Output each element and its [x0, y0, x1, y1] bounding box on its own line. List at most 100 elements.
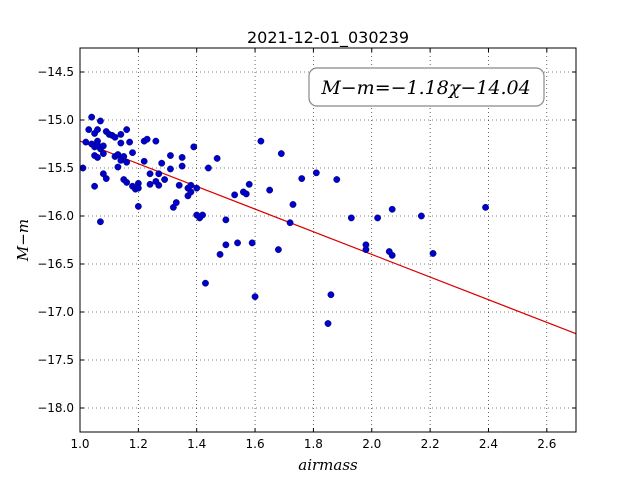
- data-point: [289, 201, 297, 208]
- data-point: [222, 241, 230, 249]
- y-tick-label: −15.0: [37, 113, 74, 127]
- y-tick-label: −14.5: [37, 65, 74, 79]
- x-tick-label: 1.8: [304, 437, 323, 451]
- data-point: [274, 246, 282, 254]
- data-point: [111, 133, 119, 141]
- chart-title: 2021-12-01_030239: [247, 28, 409, 48]
- y-axis-label: M−m: [14, 219, 32, 262]
- data-point: [234, 239, 241, 247]
- y-tick-label: −17.0: [37, 305, 74, 319]
- x-tick-label: 2.0: [362, 437, 381, 451]
- grid: [79, 48, 576, 432]
- y-tick-label: −17.5: [37, 353, 74, 367]
- data-point: [187, 188, 195, 196]
- data-point: [99, 150, 107, 158]
- data-point: [123, 158, 131, 166]
- fit-equation: M−m=−1.18χ−14.04: [320, 77, 530, 99]
- data-point: [155, 170, 163, 178]
- data-point: [298, 175, 306, 182]
- x-tick-label: 1.6: [246, 437, 265, 451]
- data-point: [91, 182, 98, 190]
- x-tick-label: 1.4: [187, 437, 206, 451]
- data-point: [202, 279, 209, 287]
- fit-line: [79, 140, 577, 335]
- data-point: [117, 139, 125, 147]
- x-tick-label: 2.2: [421, 437, 440, 451]
- data-point: [213, 154, 221, 162]
- data-point: [327, 291, 335, 299]
- data-point: [94, 154, 101, 161]
- data-point: [388, 205, 396, 213]
- data-point: [347, 214, 355, 222]
- data-point: [178, 154, 186, 161]
- data-point: [123, 178, 131, 186]
- data-point: [140, 157, 148, 165]
- data-point: [266, 186, 274, 194]
- data-point: [333, 176, 341, 183]
- data-point: [388, 251, 396, 259]
- data-point: [187, 181, 195, 189]
- data-point: [193, 184, 201, 192]
- data-point: [204, 164, 212, 172]
- fit-annotation: M−m=−1.18χ−14.04: [308, 67, 545, 107]
- data-point: [146, 170, 154, 178]
- data-point: [417, 212, 425, 220]
- fit-line-group: [79, 140, 577, 335]
- data-point: [199, 211, 206, 219]
- data-point: [178, 162, 186, 170]
- data-point: [175, 181, 183, 189]
- data-points: [79, 113, 489, 327]
- data-point: [117, 130, 125, 138]
- data-point: [190, 143, 198, 151]
- data-point: [88, 113, 96, 121]
- data-point: [146, 180, 154, 188]
- data-point: [97, 117, 104, 125]
- data-point: [242, 190, 250, 198]
- data-point: [231, 191, 239, 199]
- data-point: [94, 126, 101, 134]
- y-tick-label: −16.0: [37, 209, 74, 223]
- data-point: [222, 216, 230, 224]
- data-point: [245, 180, 253, 188]
- data-point: [167, 152, 174, 159]
- x-tick-label: 2.6: [537, 437, 556, 451]
- data-point: [82, 138, 90, 146]
- data-point: [167, 165, 174, 173]
- data-point: [251, 293, 259, 301]
- data-point: [102, 175, 110, 182]
- data-point: [99, 142, 107, 150]
- data-point: [324, 320, 332, 327]
- x-tick-label: 1.2: [129, 437, 148, 451]
- data-point: [85, 126, 93, 134]
- data-point: [286, 219, 294, 227]
- data-point: [312, 169, 320, 177]
- axis-ticks: 1.0 1.2 1.4 1.6 1.8 2.0 2.2 2.4 2.6 −14.5 −15.0 −15…: [37, 48, 576, 451]
- y-tick-label: −16.5: [37, 257, 74, 271]
- data-point: [114, 163, 122, 171]
- x-axis-label: airmass: [298, 456, 358, 474]
- data-point: [126, 138, 134, 146]
- data-point: [129, 149, 136, 157]
- data-point: [172, 199, 180, 206]
- data-point: [257, 137, 265, 145]
- data-point: [429, 250, 437, 257]
- plot-frame: [79, 47, 577, 433]
- data-point: [155, 181, 163, 189]
- data-point: [152, 137, 160, 145]
- data-point: [374, 214, 381, 222]
- y-tick-label: −18.0: [37, 401, 74, 415]
- data-point: [482, 203, 489, 211]
- data-point: [216, 250, 224, 258]
- data-point: [362, 241, 370, 249]
- y-tick-label: −15.5: [37, 161, 74, 175]
- x-tick-label: 2.4: [479, 437, 498, 451]
- data-point: [120, 153, 128, 160]
- data-point: [158, 159, 166, 167]
- data-point: [123, 126, 131, 134]
- data-point: [161, 176, 169, 183]
- data-point: [134, 202, 142, 210]
- data-point: [277, 150, 285, 158]
- data-point: [143, 135, 151, 143]
- data-point: [134, 184, 142, 192]
